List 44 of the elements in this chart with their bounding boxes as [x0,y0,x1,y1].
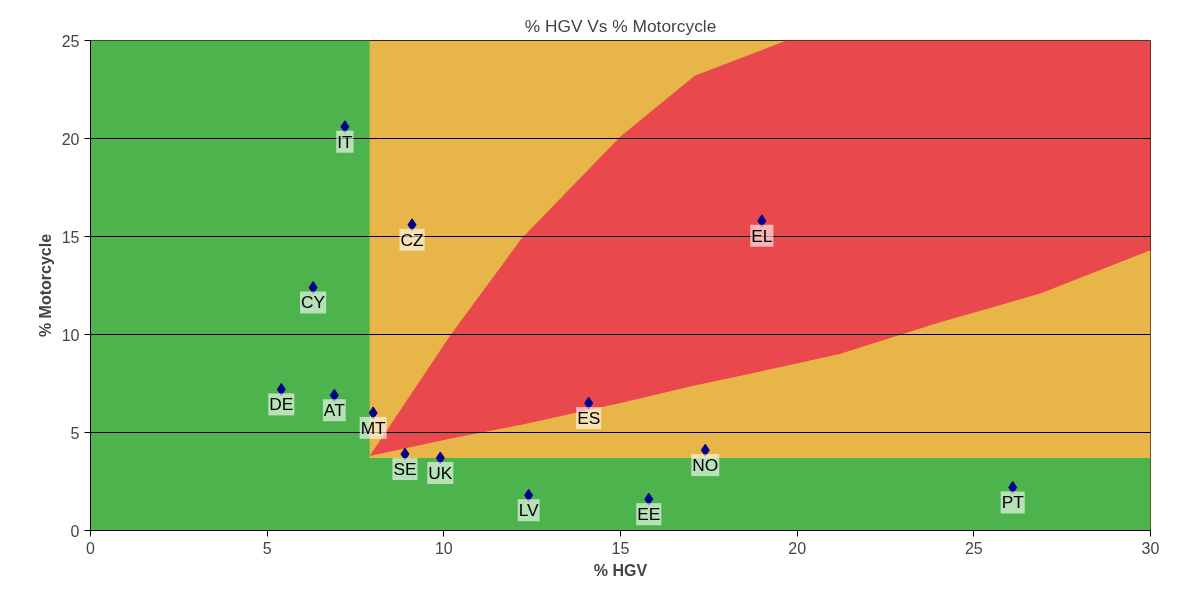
y-tick-label: 0 [70,522,80,540]
x-tick-label: 5 [262,539,272,557]
y-tick-label: 15 [61,228,80,246]
y-axis-title: % Motorcycle [36,233,54,338]
data-label: CY [301,292,326,313]
point [368,406,378,420]
point [1008,480,1018,494]
data-label: LV [518,500,540,521]
x-tick-label: 15 [611,539,630,557]
point [340,120,350,134]
y-tick-label: 5 [70,424,80,442]
data-label: EL [751,225,773,246]
x-tick-label: 20 [788,539,807,557]
data-label: AT [323,400,346,421]
data-label: PT [1001,492,1025,513]
x-tick-label: 25 [964,539,983,557]
data-label: IT [337,131,354,152]
data-label: SE [393,459,417,480]
point [584,396,594,410]
data-label: EE [637,504,661,525]
x-tick-label: 0 [86,539,96,557]
point [407,218,417,232]
x-axis-title: % HGV [593,561,648,579]
x-tick-label: 30 [1141,539,1160,557]
point [700,443,710,457]
data-label: UK [428,462,453,483]
point [524,488,534,502]
point [400,447,410,461]
y-tick-label: 20 [61,130,80,148]
point [329,388,339,402]
point [435,451,445,465]
y-tick-label: 25 [61,32,80,50]
chart-title: % HGV Vs % Motorcycle [524,15,717,36]
x-tick-label: 10 [434,539,453,557]
point [308,280,318,294]
data-label: DE [269,394,294,415]
data-label: CZ [400,229,424,250]
y-tick-label: 10 [61,326,80,344]
data-label: NO [692,455,719,476]
data-label: MT [360,417,387,438]
point [644,492,654,506]
point [757,214,767,228]
data-label: ES [577,408,601,429]
point [276,382,286,396]
